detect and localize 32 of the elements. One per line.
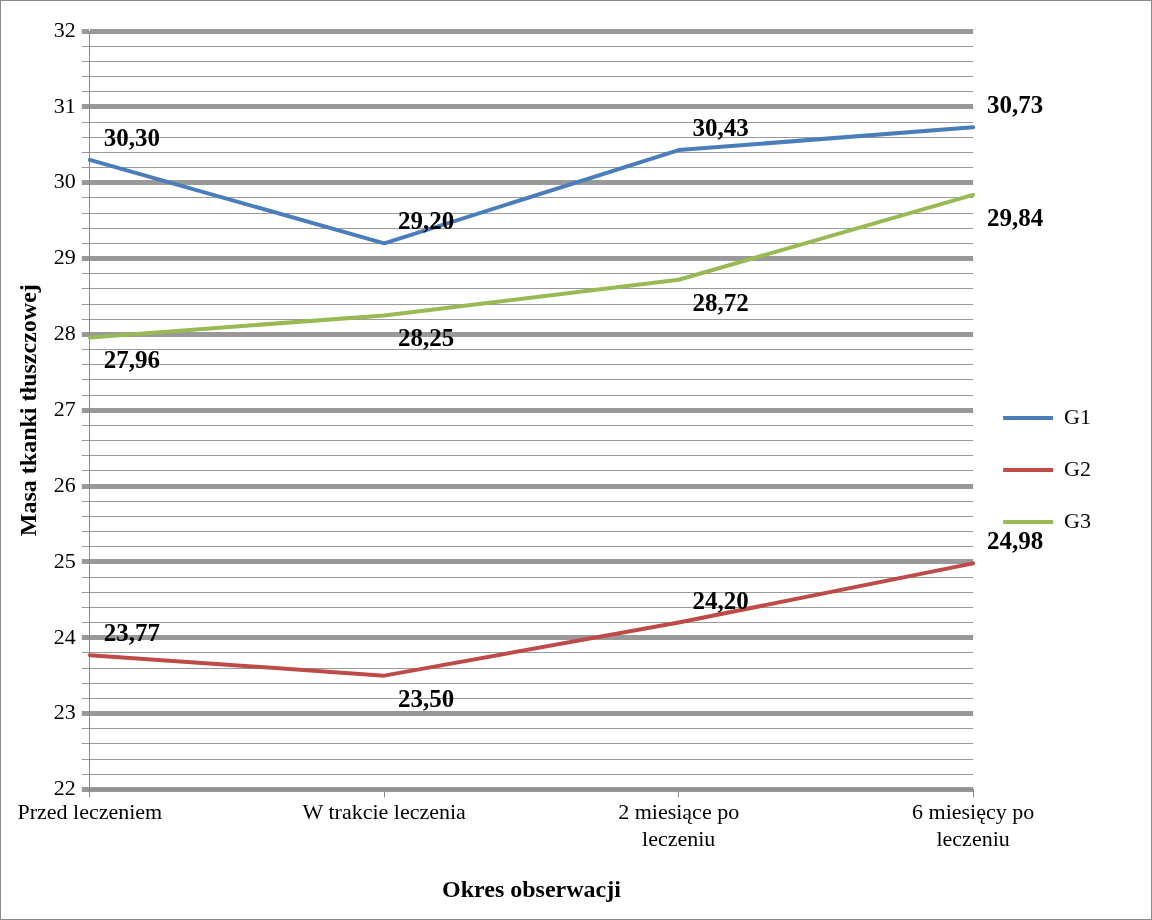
y-tick-label: 27 [53,395,76,421]
y-tick-label: 29 [53,244,76,270]
y-tick-label: 26 [53,471,76,497]
y-tick-label: 24 [53,623,76,649]
y-tick-label: 32 [53,16,76,42]
data-label: 24,20 [692,586,749,614]
x-tick-label: Przed leczeniem [17,799,163,825]
data-label: 30,30 [103,123,160,151]
y-tick-label: 23 [53,699,76,725]
data-label: 24,98 [986,527,1044,555]
data-label: 28,72 [692,288,749,316]
y-tick-label: 28 [53,320,76,346]
y-tick-label: 31 [53,92,76,118]
legend-label: G3 [1064,507,1091,533]
data-label: 29,84 [986,203,1044,231]
data-label: 29,20 [398,207,455,235]
y-tick-label: 25 [53,547,76,573]
y-tick-label: 22 [53,775,76,801]
legend-label: G2 [1064,455,1091,481]
y-tick-label: 30 [53,168,76,194]
y-axis-title: Masa tkanki tłuszczowej [14,284,41,537]
data-label: 27,96 [103,346,160,374]
x-tick-label: W trakcie leczenia [302,799,467,825]
x-tick-label: 6 miesięcy po leczeniu [912,799,1035,851]
x-axis-title: Okres obserwacji [442,875,622,902]
x-tick-label: 2 miesiące po leczeniu [618,799,740,851]
legend-label: G1 [1064,403,1091,429]
data-label: 23,77 [103,619,160,647]
data-label: 28,25 [398,324,455,352]
data-label: 23,50 [398,684,455,712]
data-label: 30,73 [986,91,1044,119]
data-label: 30,43 [692,114,749,142]
